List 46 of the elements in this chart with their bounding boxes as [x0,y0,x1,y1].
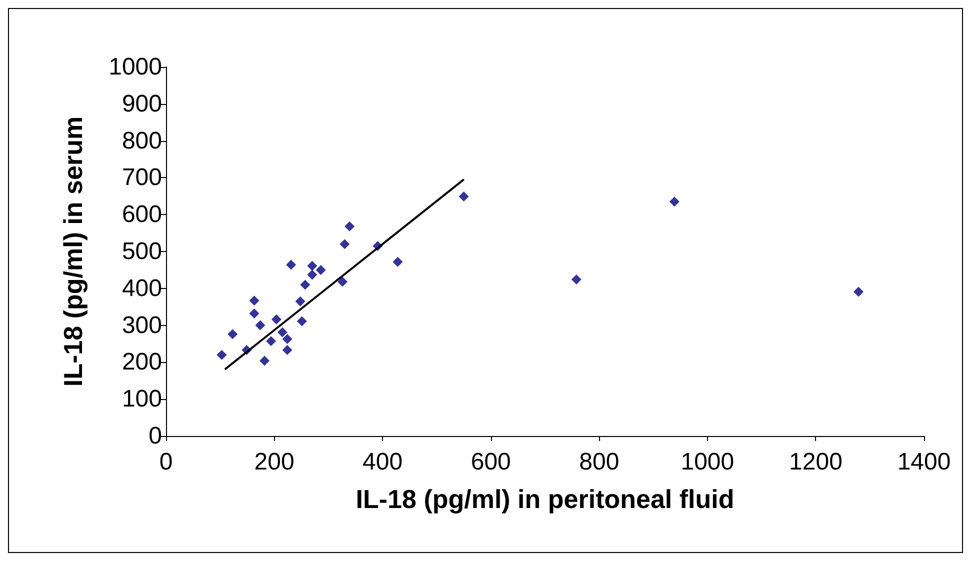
y-tick-label: 300 [122,312,162,339]
x-tick-label: 200 [254,448,294,476]
x-axis-title: IL-18 (pg/ml) in peritoneal fluid [356,484,734,514]
point [271,314,282,324]
point [266,336,276,346]
point [344,221,355,232]
y-tick-label: 400 [122,274,162,302]
point [286,260,296,270]
y-tick-label: 600 [122,201,162,228]
x-tick-label: 600 [470,448,511,476]
point [282,345,292,356]
y-tick-label: 800 [122,127,162,154]
point [458,192,469,202]
y-tick-label: 0 [148,422,162,450]
point [249,296,260,306]
x-tick-label: 1000 [680,448,734,476]
point [338,276,348,287]
point [255,320,266,330]
point [228,329,238,340]
x-tick-label: 1400 [897,448,951,476]
x-tick-label: 400 [362,448,403,476]
point [307,260,318,271]
point [249,308,260,318]
y-tick-label: 700 [122,164,162,192]
point [669,196,680,207]
point [392,256,403,267]
x-tick-label: 800 [579,448,620,476]
y-tick-label: 100 [122,386,162,413]
point [853,286,864,297]
point [300,280,310,290]
point [296,316,307,326]
y-tick-label: 500 [122,238,162,265]
point [316,264,326,275]
point [216,350,227,360]
point [295,296,306,306]
y-tick-label: 1000 [108,54,162,80]
y-axis-title: IL-18 (pg/ml) in serum [58,116,88,387]
point [260,356,270,366]
y-tick-label: 900 [122,90,162,118]
point [282,334,292,344]
x-tick-label: 1200 [789,448,842,476]
point [277,327,288,338]
point [571,274,582,285]
point [340,239,350,250]
y-tick-label: 200 [122,348,162,376]
point [307,270,318,280]
